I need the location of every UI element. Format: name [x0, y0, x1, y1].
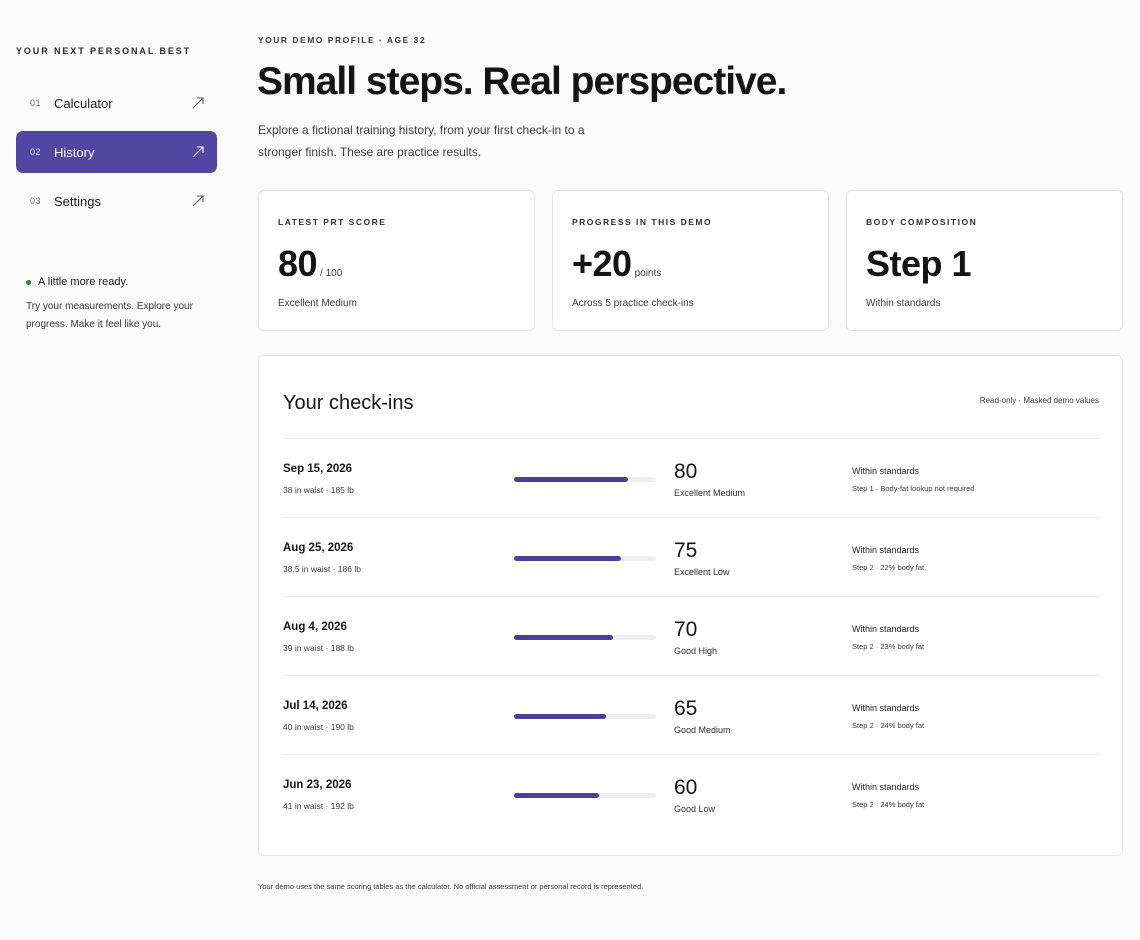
checkin-measurements: 40 in waist · 190 lb — [283, 722, 354, 732]
checkin-date: Aug 4, 2026 — [283, 621, 347, 633]
nav-label: History — [54, 144, 95, 160]
nav-number: 03 — [30, 196, 42, 206]
checkin-date: Jul 14, 2026 — [283, 700, 348, 712]
score-progress-bar — [514, 477, 656, 482]
stat-label: BODY COMPOSITION — [866, 217, 978, 227]
checkin-grade: Excellent Medium — [674, 488, 746, 498]
stat-label: LATEST PRT SCORE — [278, 217, 387, 227]
checkin-step: Step 2 · 22% body fat — [852, 563, 925, 572]
nav-label: Settings — [54, 193, 101, 209]
stat-label: PROGRESS IN THIS DEMO — [572, 217, 713, 227]
stat-card-latest-score: LATEST PRT SCORE 80 / 100 Excellent Medi… — [258, 190, 535, 331]
checkin-score: 60 — [674, 776, 698, 799]
sidebar-nav: 01 Calculator 02 History 03 Settings — [16, 82, 217, 229]
page-title: Small steps. Real perspective. — [257, 60, 787, 103]
checkin-grade: Good Low — [674, 804, 716, 814]
stat-note: Excellent Medium — [278, 298, 357, 309]
checkin-date: Sep 15, 2026 — [283, 463, 353, 475]
nav-number: 02 — [30, 147, 42, 157]
nav-number: 01 — [30, 98, 42, 108]
checkin-row: Aug 25, 2026 38.5 in waist · 186 lb 75 E… — [283, 517, 1100, 596]
brand-title: YOUR NEXT PERSONAL BEST — [16, 46, 192, 56]
stat-value: Step 1 — [866, 243, 972, 284]
checkins-meta: Read-only · Masked demo values — [979, 396, 1099, 405]
checkin-standard: Within standards — [852, 545, 920, 555]
status-message: A little more ready. Try your measuremen… — [26, 276, 206, 334]
checkin-step: Step 1 · Body-fat lookup not required — [852, 484, 975, 493]
checkin-measurements: 38.5 in waist · 186 lb — [283, 564, 361, 574]
checkin-standard: Within standards — [852, 466, 920, 476]
checkin-step: Step 2 · 24% body fat — [852, 721, 925, 730]
checkin-step: Step 2 · 24% body fat — [852, 800, 925, 809]
checkin-standard: Within standards — [852, 703, 920, 713]
checkin-score: 70 — [674, 618, 698, 641]
sidebar-item-history[interactable]: 02 History — [16, 131, 217, 173]
status-title: A little more ready. — [38, 276, 129, 288]
checkin-measurements: 41 in waist · 192 lb — [283, 801, 354, 811]
stat-value: +20 — [572, 243, 632, 284]
checkin-standard: Within standards — [852, 782, 920, 792]
score-progress-fill — [514, 635, 614, 640]
stat-card-body-composition: BODY COMPOSITION Step 1 Within standards — [846, 190, 1123, 331]
profile-eyebrow: YOUR DEMO PROFILE · AGE 32 — [258, 35, 427, 45]
checkin-grade: Good Medium — [674, 725, 731, 735]
stat-unit: points — [634, 268, 662, 279]
status-text: Try your measurements. Explore your prog… — [26, 301, 193, 330]
status-dot-icon — [26, 279, 31, 285]
checkin-row: Jun 23, 2026 41 in waist · 192 lb 60 Goo… — [283, 754, 1100, 833]
checkin-row: Jul 14, 2026 40 in waist · 190 lb 65 Goo… — [283, 675, 1100, 754]
checkins-list: Sep 15, 2026 38 in waist · 185 lb 80 Exc… — [283, 438, 1100, 833]
score-progress-fill — [514, 714, 607, 719]
sidebar: YOUR NEXT PERSONAL BEST 01 Calculator 02… — [16, 0, 217, 940]
stat-card-progress: PROGRESS IN THIS DEMO +20 points Across … — [552, 190, 829, 331]
stat-unit: / 100 — [320, 268, 343, 279]
checkin-standard: Within standards — [852, 624, 920, 634]
checkin-date: Jun 23, 2026 — [283, 779, 352, 791]
checkin-score: 65 — [674, 697, 698, 720]
arrow-up-right-icon — [192, 195, 204, 207]
checkin-step: Step 2 · 23% body fat — [852, 642, 925, 651]
checkins-panel: Your check-ins Read-only · Masked demo v… — [258, 355, 1123, 856]
score-progress-fill — [514, 793, 600, 798]
stat-note: Across 5 practice check-ins — [572, 298, 694, 309]
score-progress-fill — [514, 556, 621, 561]
checkin-score: 75 — [674, 539, 698, 562]
checkin-grade: Good High — [674, 646, 718, 656]
stat-value: 80 — [278, 243, 318, 284]
checkin-date: Aug 25, 2026 — [283, 542, 354, 554]
checkin-grade: Excellent Low — [674, 567, 730, 577]
arrow-up-right-icon — [192, 97, 204, 109]
sidebar-item-calculator[interactable]: 01 Calculator — [16, 82, 217, 124]
checkins-title: Your check-ins — [283, 392, 414, 414]
checkin-measurements: 39 in waist · 188 lb — [283, 643, 354, 653]
score-progress-bar — [514, 635, 656, 640]
checkin-score: 80 — [674, 460, 698, 483]
arrow-up-right-icon — [192, 146, 204, 158]
checkin-measurements: 38 in waist · 185 lb — [283, 485, 354, 495]
page-intro: Explore a fictional training history, fr… — [258, 123, 585, 159]
score-progress-bar — [514, 793, 656, 798]
score-progress-fill — [514, 477, 628, 482]
checkin-row: Aug 4, 2026 39 in waist · 188 lb 70 Good… — [283, 596, 1100, 675]
score-progress-bar — [514, 714, 656, 719]
nav-label: Calculator — [54, 95, 113, 111]
checkin-row: Sep 15, 2026 38 in waist · 185 lb 80 Exc… — [283, 438, 1100, 517]
stat-note: Within standards — [866, 298, 941, 309]
sidebar-item-settings[interactable]: 03 Settings — [16, 180, 217, 222]
score-progress-bar — [514, 556, 656, 561]
footer-note: Your demo uses the same scoring tables a… — [258, 882, 644, 891]
